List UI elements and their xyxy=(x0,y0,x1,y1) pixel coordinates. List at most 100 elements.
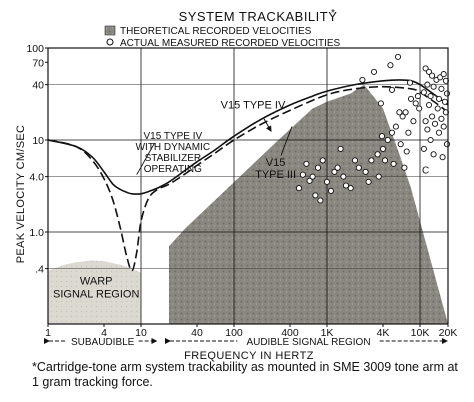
warp-region-label-line: SIGNAL REGION xyxy=(53,288,139,300)
series-line-v15-type-iv xyxy=(47,79,449,195)
annotation-type-iii-line: TYPE III xyxy=(255,169,296,181)
measured-point xyxy=(425,101,433,109)
measured-point xyxy=(429,72,436,79)
measured-point xyxy=(317,197,324,204)
x-tick-label: 20K xyxy=(439,327,458,339)
x-tick-label: 4K xyxy=(377,327,390,339)
measured-point xyxy=(401,164,408,171)
measured-point xyxy=(359,76,366,83)
measured-point xyxy=(406,79,414,86)
x-tick-label: 10 xyxy=(135,327,147,339)
band-label-audible: AUDIBLE SIGNAL REGION xyxy=(246,337,370,348)
measured-point xyxy=(397,141,404,148)
measured-point xyxy=(402,109,409,116)
grid xyxy=(47,48,448,324)
annotation-v15-type-iii: V15 TYPE III xyxy=(255,157,296,181)
measured-point xyxy=(368,157,375,164)
measured-point xyxy=(427,93,434,100)
measured-point xyxy=(392,123,399,130)
measured-point xyxy=(365,178,372,185)
measured-point xyxy=(309,173,316,180)
annotation-type-iii-line: V15 xyxy=(266,157,286,169)
frequency-bands: SUBAUDIBLE AUDIBLE SIGNAL REGION xyxy=(44,337,448,348)
measured-point xyxy=(424,81,431,88)
annotation-c: C xyxy=(422,166,429,177)
y-tick-label: .4 xyxy=(35,264,44,276)
measured-point xyxy=(430,83,437,90)
measured-point xyxy=(438,85,445,92)
y-tick-label: 40 xyxy=(32,80,44,92)
measured-point xyxy=(323,178,331,185)
measured-point xyxy=(410,118,417,125)
measured-point xyxy=(443,141,451,148)
measured-point xyxy=(390,160,397,167)
measured-point xyxy=(396,109,403,116)
measured-point xyxy=(377,100,384,107)
measured-point xyxy=(420,89,427,96)
measured-point xyxy=(394,53,402,60)
measured-point xyxy=(420,145,427,152)
annotation-v15-type-iv: V15 TYPE IV xyxy=(221,99,286,111)
measured-point xyxy=(416,105,423,112)
footnote: *Cartridge-tone arm system trackability … xyxy=(32,360,458,389)
measured-point xyxy=(327,187,334,194)
measured-point xyxy=(303,160,310,167)
x-tick-label: 1K xyxy=(321,327,334,339)
measured-point xyxy=(381,157,389,164)
regions-layer xyxy=(48,84,448,324)
legend-swatch-theoretical xyxy=(104,25,116,36)
measured-point xyxy=(362,168,369,175)
y-axis: .4 1.0 4.0 10 40 70 100 xyxy=(26,43,48,276)
measured-point xyxy=(430,151,437,158)
measured-point xyxy=(355,164,362,171)
measured-point xyxy=(443,90,451,97)
measured-point xyxy=(435,129,443,136)
annotation-arrow-type-iv xyxy=(263,118,272,132)
measured-point xyxy=(431,120,439,127)
title-marker: * xyxy=(331,8,335,19)
measured-point xyxy=(319,157,326,164)
x-tick-label: 1 xyxy=(45,327,51,339)
measured-point xyxy=(424,126,431,133)
measured-point xyxy=(434,105,441,112)
band-label-subaudible: SUBAUDIBLE xyxy=(71,337,135,348)
measured-point xyxy=(435,95,443,102)
x-axis-label: FREQUENCY IN HERTZ xyxy=(184,350,314,362)
annotation-leader-type-iii xyxy=(280,126,293,156)
x-axis: 1 4 10 40 100 400 1K 4K 10K 20K xyxy=(45,324,457,339)
measured-point xyxy=(314,164,322,171)
annotation-stabilizer-line: V15 TYPE IV xyxy=(143,131,202,142)
x-tick-label: 400 xyxy=(281,327,299,339)
measured-point xyxy=(405,129,412,136)
measured-point xyxy=(312,192,319,199)
measured-point xyxy=(414,93,421,100)
measured-point xyxy=(384,136,391,144)
measured-point xyxy=(438,115,445,122)
y-tick-label: 1.0 xyxy=(29,227,44,239)
series-line-v15-type-iii xyxy=(47,85,449,272)
measured-point xyxy=(388,86,396,93)
measured-point xyxy=(412,100,419,107)
x-tick-label: 40 xyxy=(191,327,203,339)
annotation-stabilizer-line: OPERATING xyxy=(144,164,202,175)
measured-point xyxy=(403,148,410,155)
annotation-stabilizer: V15 TYPE IV WITH DYNAMIC STABILIZER OPERATI… xyxy=(136,131,210,175)
points-layer xyxy=(295,53,451,204)
measured-point xyxy=(374,151,381,158)
legend: THEORETICAL RECORDED VELOCITIES ACTUAL M… xyxy=(104,25,341,49)
legend-label-theoretical: THEORETICAL RECORDED VELOCITIES xyxy=(120,26,312,37)
measured-point xyxy=(347,185,354,192)
annotation-stabilizer-line: WITH DYNAMIC xyxy=(136,142,210,153)
legend-label-measured: ACTUAL MEASURED RECORDED VELOCITIES xyxy=(120,38,341,49)
y-tick-label: 4.0 xyxy=(29,172,44,184)
measured-point xyxy=(334,164,341,171)
measured-point xyxy=(441,98,448,105)
series-layer xyxy=(47,79,449,272)
annotation-stabilizer-line: STABILIZER xyxy=(145,153,202,164)
measured-point xyxy=(439,154,446,161)
x-tick-label: 100 xyxy=(225,327,243,339)
chart-title: SYSTEM TRACKABILITY xyxy=(179,9,338,24)
measured-point xyxy=(337,145,344,152)
